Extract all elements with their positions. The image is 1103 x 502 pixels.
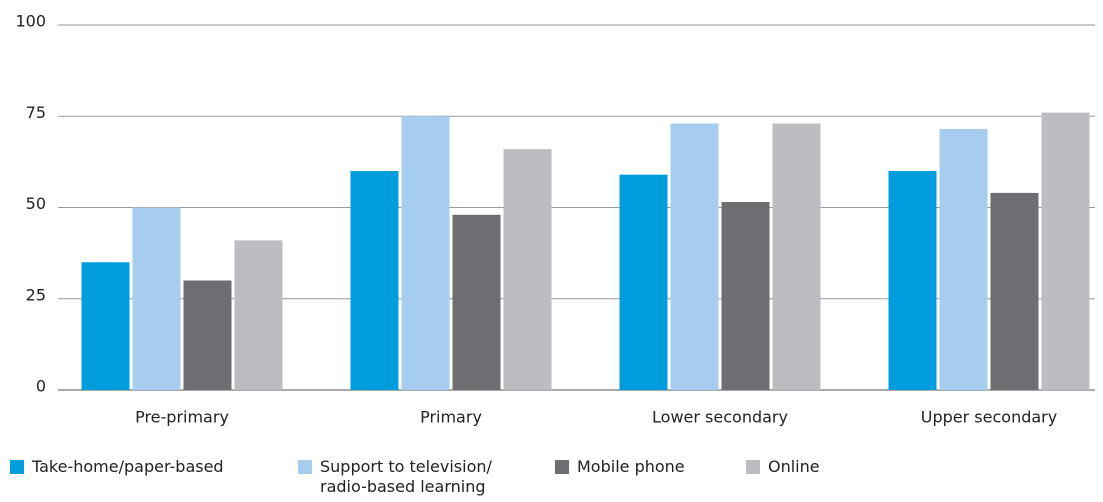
bar — [183, 280, 232, 390]
bar — [401, 116, 450, 390]
legend-item: Support to television/ radio-based learn… — [298, 457, 538, 497]
x-tick-label: Lower secondary — [652, 408, 788, 427]
y-tick-label: 0 — [36, 377, 46, 396]
bar — [888, 171, 937, 390]
chart: 0 25 50 75 100 Pre-primary Primary Lower second… — [15, 12, 1095, 427]
y-tick-label: 50 — [26, 194, 46, 213]
legend-item: Take-home/paper-based — [10, 457, 290, 477]
y-tick-label: 25 — [26, 285, 46, 304]
bar — [990, 192, 1039, 390]
bar — [619, 174, 668, 390]
legend-swatch — [746, 460, 760, 474]
legend-label: Support to television/ radio-based learn… — [320, 457, 492, 496]
legend-label: Online — [768, 457, 820, 476]
legend-item: Online — [746, 457, 946, 477]
x-tick-label: Upper secondary — [921, 408, 1057, 427]
y-tick-label: 75 — [26, 103, 46, 122]
legend-swatch — [555, 460, 569, 474]
legend: Take-home/paper-based Support to televisi… — [10, 457, 1100, 502]
bar — [670, 123, 719, 391]
legend-item: Mobile phone — [555, 457, 735, 477]
bar — [132, 207, 181, 390]
bar — [81, 262, 130, 390]
bar — [772, 123, 821, 391]
legend-swatch — [298, 460, 312, 474]
x-tick-label: Primary — [420, 408, 482, 427]
bar — [503, 149, 552, 390]
bar — [721, 202, 770, 390]
y-tick-label: 100 — [15, 12, 46, 31]
legend-swatch — [10, 460, 24, 474]
legend-label: Take-home/paper-based — [32, 457, 224, 476]
bar — [452, 214, 501, 390]
bar — [1041, 112, 1090, 390]
x-tick-label: Pre-primary — [135, 408, 229, 427]
bar — [234, 240, 283, 390]
bar — [939, 129, 988, 390]
bar — [350, 171, 399, 390]
legend-label: Mobile phone — [577, 457, 685, 476]
